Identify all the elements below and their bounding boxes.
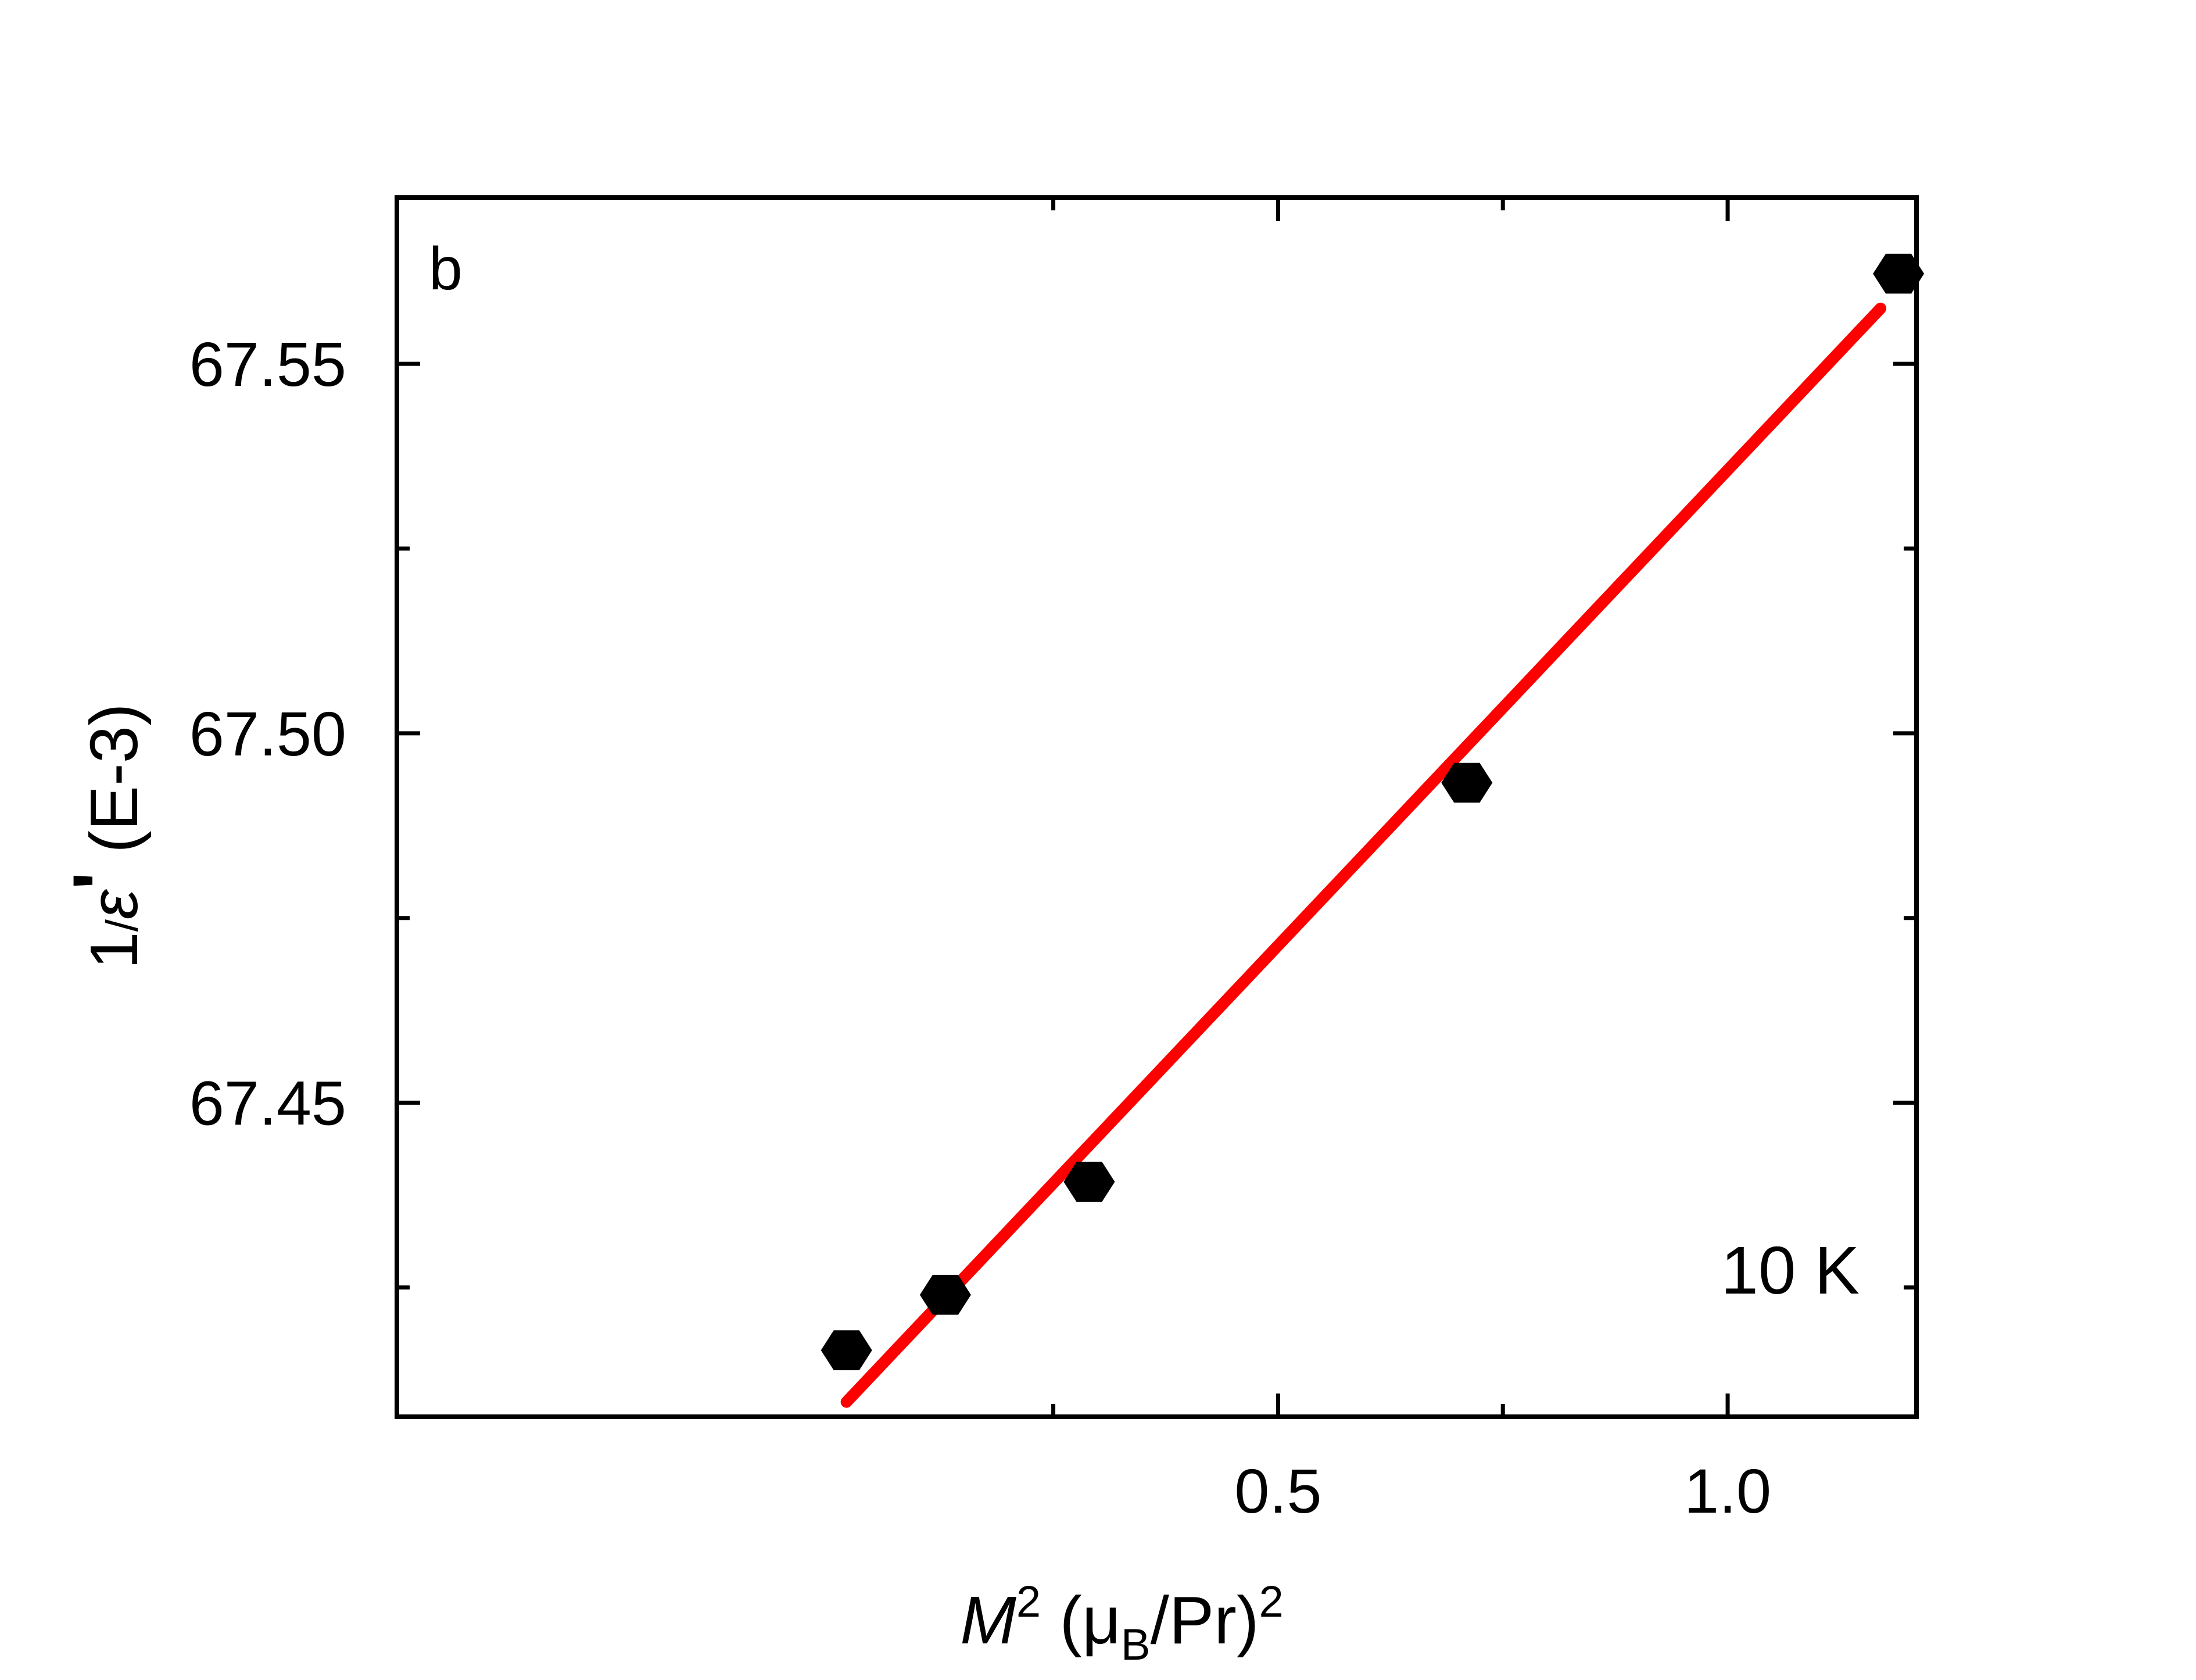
x-label-sub: B (1121, 1620, 1151, 1670)
x-label-close: /Pr) (1151, 1582, 1259, 1658)
x-tick-label: 0.5 (1234, 1456, 1321, 1526)
y-label-slash: / (98, 919, 147, 932)
data-points (821, 253, 1925, 1370)
y-label-units: (E-3) (76, 703, 152, 872)
plot-frame (395, 195, 1919, 1419)
data-point (1063, 1162, 1115, 1202)
temperature-annotation: 10 K (1721, 1233, 1860, 1308)
y-tick-label: 67.50 (189, 698, 346, 769)
data-point (1441, 762, 1493, 803)
x-tick-label: 1.0 (1684, 1456, 1771, 1526)
data-point (1873, 253, 1925, 294)
y-tick-label: 67.55 (189, 329, 346, 399)
x-label-sup1: 2 (1016, 1577, 1041, 1627)
y-label-one: 1 (76, 932, 152, 969)
y-axis-label: 1/ε' (E-3) (57, 703, 152, 969)
fit-line-layer (840, 302, 1887, 1408)
y-label-epsilon: ε (76, 889, 152, 919)
data-point (919, 1274, 971, 1315)
x-label-sup2: 2 (1259, 1577, 1283, 1627)
fit-line (840, 302, 1887, 1408)
data-point (821, 1330, 872, 1370)
panel-label: b (429, 235, 463, 303)
tick-labels: 0.5 1.0 67.45 67.50 67.55 (189, 329, 1771, 1526)
x-axis-label: M2 (μB/Pr)2 (960, 1577, 1283, 1670)
y-tick-label: 67.45 (189, 1068, 346, 1138)
y-label-prime: ' (57, 872, 142, 890)
x-label-variable: M (960, 1582, 1016, 1658)
x-label-open: (μ (1041, 1582, 1121, 1658)
